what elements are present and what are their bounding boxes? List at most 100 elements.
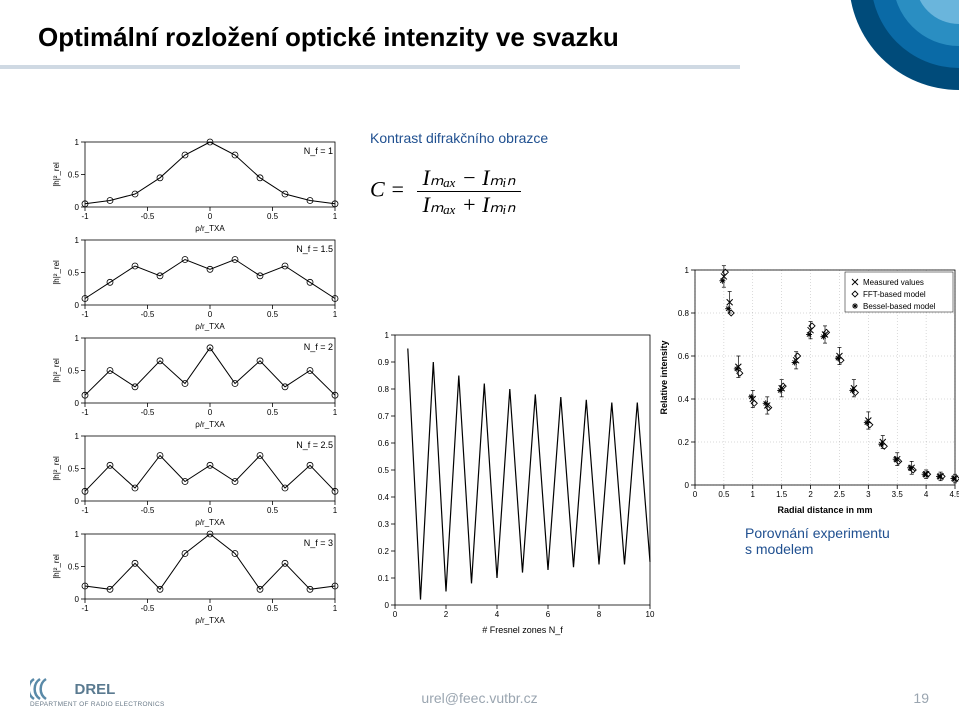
svg-text:0.2: 0.2 (378, 547, 390, 556)
svg-text:0: 0 (75, 497, 80, 506)
svg-text:-0.5: -0.5 (141, 506, 155, 515)
svg-text:1: 1 (751, 490, 756, 499)
contrast-formula: C = Iₘₐₓ − Iₘᵢₙ Iₘₐₓ + Iₘᵢₙ (370, 165, 521, 218)
svg-text:-1: -1 (81, 310, 89, 319)
svg-text:0.5: 0.5 (267, 604, 279, 613)
svg-text:0.4: 0.4 (378, 493, 390, 502)
svg-text:1: 1 (685, 266, 690, 275)
left-panel-0: -1-0.500.5100.51 N_f = 1 ρ/r_TXA |h|²_re… (55, 140, 355, 235)
slide-band (0, 60, 959, 74)
svg-text:1: 1 (75, 530, 80, 539)
svg-text:6: 6 (546, 610, 551, 619)
fresnel-zones-chart: 024681000.10.20.30.40.50.60.70.80.91 # F… (365, 330, 670, 640)
svg-text:-0.5: -0.5 (141, 604, 155, 613)
svg-text:N_f = 1: N_f = 1 (304, 146, 333, 156)
svg-text:0.5: 0.5 (267, 310, 279, 319)
svg-text:1: 1 (75, 432, 80, 441)
comparison-annotation: Porovnání experimentu s modelem (745, 525, 890, 557)
svg-text:-1: -1 (81, 604, 89, 613)
svg-text:1: 1 (75, 334, 80, 343)
svg-text:1: 1 (333, 310, 338, 319)
svg-text:0.8: 0.8 (678, 309, 690, 318)
svg-text:0.5: 0.5 (267, 506, 279, 515)
svg-text:0: 0 (208, 212, 213, 221)
svg-text:0: 0 (75, 399, 80, 408)
svg-text:0.5: 0.5 (267, 212, 279, 221)
svg-text:Measured values: Measured values (863, 278, 924, 287)
svg-text:N_f = 3: N_f = 3 (304, 538, 333, 548)
page-number: 19 (913, 690, 929, 706)
svg-text:1: 1 (333, 212, 338, 221)
svg-text:0.7: 0.7 (378, 412, 390, 421)
svg-text:10: 10 (646, 610, 655, 619)
svg-text:0.2: 0.2 (678, 438, 690, 447)
svg-text:0: 0 (208, 506, 213, 515)
svg-text:0.5: 0.5 (378, 466, 390, 475)
svg-text:0.5: 0.5 (68, 269, 80, 278)
svg-text:-0.5: -0.5 (141, 310, 155, 319)
svg-text:Radial distance in mm: Radial distance in mm (777, 505, 872, 515)
svg-text:N_f = 1.5: N_f = 1.5 (296, 244, 333, 254)
slide-footer: DREL DEPARTMENT OF RADIO ELECTRONICS ure… (0, 674, 959, 714)
svg-text:0.1: 0.1 (378, 574, 390, 583)
svg-text:0: 0 (385, 601, 390, 610)
svg-text:0: 0 (208, 310, 213, 319)
svg-text:0: 0 (693, 490, 698, 499)
svg-text:0.5: 0.5 (68, 465, 80, 474)
svg-text:ρ/r_TXA: ρ/r_TXA (195, 616, 225, 625)
svg-text:-1: -1 (81, 212, 89, 221)
left-panel-2: -1-0.500.5100.51 N_f = 2 ρ/r_TXA |h|²_re… (55, 336, 355, 431)
svg-text:# Fresnel zones N_f: # Fresnel zones N_f (482, 625, 563, 635)
svg-text:0.5: 0.5 (718, 490, 730, 499)
svg-text:2.5: 2.5 (834, 490, 846, 499)
svg-text:Relative intensity: Relative intensity (659, 340, 669, 414)
svg-text:-0.5: -0.5 (141, 212, 155, 221)
svg-text:1: 1 (333, 408, 338, 417)
svg-text:1: 1 (75, 138, 80, 147)
left-panel-3: -1-0.500.5100.51 N_f = 2.5 ρ/r_TXA |h|²_… (55, 434, 355, 529)
svg-text:0.5: 0.5 (68, 171, 80, 180)
svg-text:ρ/r_TXA: ρ/r_TXA (195, 420, 225, 429)
footer-email: urel@feec.vutbr.cz (0, 690, 959, 706)
svg-text:1: 1 (333, 604, 338, 613)
svg-text:1.5: 1.5 (776, 490, 788, 499)
svg-text:|h|²_rel: |h|²_rel (52, 260, 61, 285)
svg-text:0.5: 0.5 (68, 367, 80, 376)
svg-text:0: 0 (685, 481, 690, 490)
svg-text:8: 8 (597, 610, 602, 619)
slide-title: Optimální rozložení optické intenzity ve… (38, 22, 619, 53)
svg-text:0.6: 0.6 (378, 439, 390, 448)
svg-text:0.5: 0.5 (267, 408, 279, 417)
svg-text:|h|²_rel: |h|²_rel (52, 554, 61, 579)
svg-text:0: 0 (75, 301, 80, 310)
svg-text:4.5: 4.5 (949, 490, 959, 499)
svg-text:3: 3 (866, 490, 871, 499)
svg-text:0.4: 0.4 (678, 395, 690, 404)
svg-text:1: 1 (385, 331, 390, 340)
svg-text:1: 1 (75, 236, 80, 245)
svg-text:4: 4 (924, 490, 929, 499)
svg-text:0: 0 (393, 610, 398, 619)
svg-text:|h|²_rel: |h|²_rel (52, 456, 61, 481)
svg-text:3.5: 3.5 (892, 490, 904, 499)
svg-text:Bessel-based model: Bessel-based model (863, 302, 936, 311)
svg-text:|h|²_rel: |h|²_rel (52, 358, 61, 383)
radial-intensity-chart: 00.511.522.533.544.500.20.40.60.81 Measu… (660, 265, 959, 530)
svg-text:ρ/r_TXA: ρ/r_TXA (195, 322, 225, 331)
svg-text:0.5: 0.5 (68, 563, 80, 572)
left-panel-4: -1-0.500.5100.51 N_f = 3 ρ/r_TXA |h|²_re… (55, 532, 355, 627)
svg-text:-0.5: -0.5 (141, 408, 155, 417)
svg-text:2: 2 (444, 610, 449, 619)
svg-text:ρ/r_TXA: ρ/r_TXA (195, 224, 225, 233)
svg-text:ρ/r_TXA: ρ/r_TXA (195, 518, 225, 527)
svg-text:2: 2 (808, 490, 813, 499)
svg-text:N_f = 2.5: N_f = 2.5 (296, 440, 333, 450)
svg-text:0: 0 (208, 408, 213, 417)
svg-text:0.8: 0.8 (378, 385, 390, 394)
svg-text:0: 0 (75, 595, 80, 604)
contrast-annotation: Kontrast difrakčního obrazce (370, 130, 548, 146)
svg-text:4: 4 (495, 610, 500, 619)
svg-text:N_f = 2: N_f = 2 (304, 342, 333, 352)
left-panel-1: -1 -0.5 0 0.5 1 0 0.5 1 N_f = 1.5 ρ/r_TXA |h|²_… (55, 238, 355, 333)
svg-text:-1: -1 (81, 506, 89, 515)
